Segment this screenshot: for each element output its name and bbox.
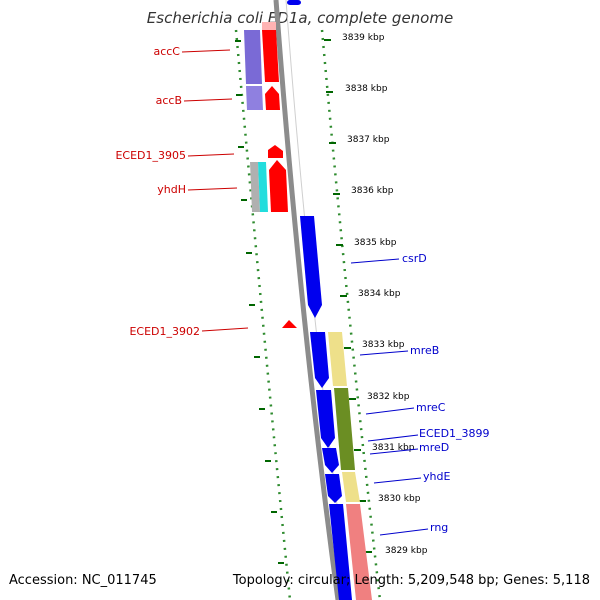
outer-ticks xyxy=(324,39,372,553)
outer-dotted-arc xyxy=(320,29,382,600)
gene-top-partial xyxy=(287,0,301,5)
accession-text: Accession: NC_011745 xyxy=(9,573,157,588)
ruler-tick-label: 3833 kbp xyxy=(362,340,405,350)
genome-summary-text: Topology: circular; Length: 5,209,548 bp… xyxy=(232,573,590,588)
gene-label-forward[interactable]: ECED1_3902 xyxy=(129,325,200,338)
ruler-tick-label: 3830 kbp xyxy=(378,494,421,504)
inner-dotted-arc xyxy=(234,29,292,600)
gene-mreB xyxy=(310,332,329,388)
gene-label-reverse[interactable]: yhdE xyxy=(423,470,450,483)
ruler-tick-label: 3832 kbp xyxy=(367,392,410,402)
gene-block-purple-top xyxy=(244,30,262,84)
gene-pink-block xyxy=(346,504,372,600)
gene-label-reverse[interactable]: csrD xyxy=(402,252,427,265)
map-title: Escherichia coli ED1a, complete genome xyxy=(146,9,454,27)
ruler-tick-label: 3837 kbp xyxy=(347,135,390,145)
ruler-tick-label: 3835 kbp xyxy=(354,238,397,248)
ruler-tick-label: 3831 kbp xyxy=(372,443,415,453)
gene-olive-block xyxy=(334,388,355,470)
ruler-tick-label: 3829 kbp xyxy=(385,546,428,556)
ruler-tick-label: 3839 kbp xyxy=(342,33,385,43)
gene-yellow-block-2 xyxy=(342,472,360,502)
gene-label-forward[interactable]: accC xyxy=(153,45,180,58)
gene-grey-block xyxy=(250,162,260,212)
ruler-tick-label: 3836 kbp xyxy=(351,186,394,196)
gene-label-forward[interactable]: yhdH xyxy=(157,183,186,196)
backbone-arc xyxy=(273,0,341,600)
gene-accB xyxy=(265,86,280,110)
ruler-tick-label: 3838 kbp xyxy=(345,84,388,94)
gene-label-forward[interactable]: ECED1_3905 xyxy=(115,149,186,162)
inner-ticks xyxy=(235,40,284,564)
gene-label-reverse[interactable]: rng xyxy=(430,521,448,534)
gene-mreD xyxy=(322,448,339,473)
gene-label-reverse[interactable]: mreB xyxy=(410,344,439,357)
ruler-tick-label: 3834 kbp xyxy=(358,289,401,299)
gene-mreC xyxy=(316,390,335,448)
gene-csrD xyxy=(300,216,322,318)
gene-label-reverse[interactable]: ECED1_3899 xyxy=(419,427,490,440)
gene-block-purple-bottom xyxy=(246,86,263,110)
gene-label-reverse[interactable]: mreC xyxy=(416,401,446,414)
gene-cyan-block xyxy=(258,162,268,212)
gene-yhdE xyxy=(325,474,342,503)
gene-yellow-block-1 xyxy=(328,332,347,386)
gene-label-forward[interactable]: accB xyxy=(156,94,182,107)
gene-accC-faded xyxy=(262,22,276,30)
gene-accC xyxy=(262,30,279,82)
gene-label-reverse[interactable]: mreD xyxy=(419,441,449,454)
gene-ECED1_3905 xyxy=(268,145,283,158)
gene-ECED1_3902 xyxy=(282,320,297,328)
gene-rng xyxy=(329,504,352,600)
gene-yhdH xyxy=(269,160,288,212)
